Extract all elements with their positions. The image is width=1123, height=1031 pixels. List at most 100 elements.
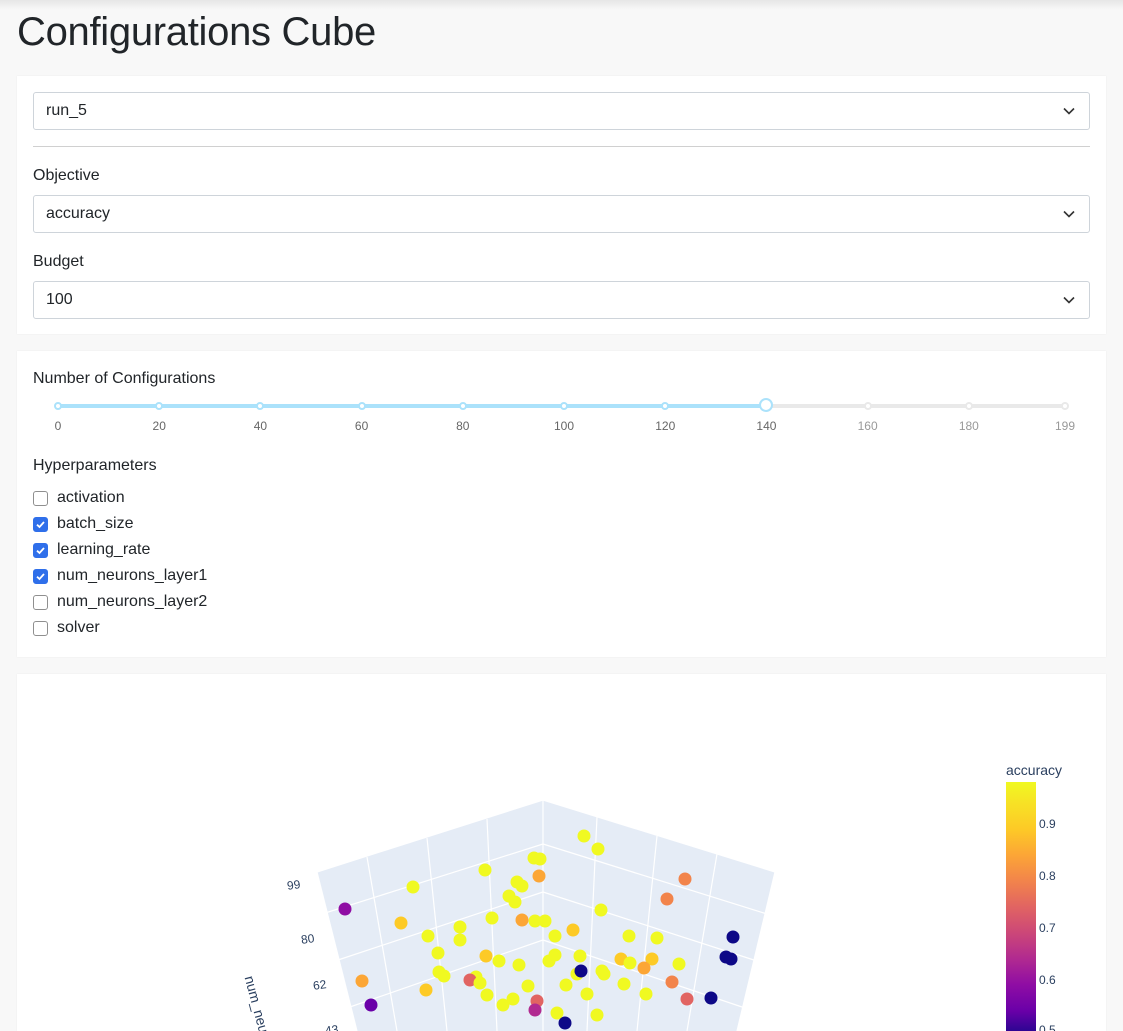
scatter-point [453,920,467,934]
scatter-point [437,969,451,983]
checkbox-learning-rate[interactable] [33,543,48,558]
checkbox-activation[interactable] [33,491,48,506]
gridline [542,799,776,873]
3d-scatter-plot[interactable] [17,674,1106,1031]
scatter-point [421,929,435,943]
slider-dot[interactable] [54,402,62,410]
gridline [636,835,658,1031]
scatter-point [650,931,664,945]
gridline [542,843,768,915]
slider-dot[interactable] [357,402,366,410]
colorbar-tick: 0.7 [1039,921,1056,935]
scatter-point [355,974,369,988]
slider-mark-label: 60 [354,419,369,433]
gridline [486,818,498,1031]
slider-dot[interactable] [458,402,467,410]
slider-mark-label: 100 [554,419,575,433]
gridline [316,871,358,1031]
scatter-point [496,998,510,1012]
axis-tick: 62 [312,977,328,993]
slider-dot[interactable] [661,402,670,410]
slider-dot[interactable] [863,402,872,410]
scatter-point [364,998,378,1012]
run-select[interactable]: run_5 [33,92,1090,130]
scatter-point [594,903,608,917]
checkbox-label: activation [57,489,125,506]
objective-select-value: accuracy [46,205,111,222]
scatter-point [515,913,529,927]
scatter-point [597,967,611,981]
scatter-point [726,930,740,944]
scatter-point [431,946,445,960]
plot-points [338,829,740,1030]
scatter-point [672,957,686,971]
scatter-point [512,958,526,972]
slider-dot[interactable] [1061,402,1069,410]
slider-label: Number of Configurations [33,370,216,387]
slider-dot[interactable] [155,402,164,410]
chevron-down-icon [1063,296,1075,304]
axis-tick: 99 [286,877,302,893]
page-title: Configurations Cube [17,10,376,54]
slider-dot[interactable] [560,402,569,410]
scatter-point [566,923,580,937]
checkbox-batch-size[interactable] [33,517,48,532]
scatter-point [550,1006,564,1020]
scatter-point [558,1016,572,1030]
scatter-point [548,929,562,943]
checkbox-label: num_neurons_layer1 [57,567,208,584]
plot-gridlines [316,799,776,1031]
scatter-point [617,977,631,991]
scatter-point [559,978,573,992]
slider-dot[interactable] [256,402,265,410]
checkbox-num-neurons-layer2[interactable] [33,595,48,610]
checkbox-label: solver [57,619,100,636]
scatter-point [338,902,352,916]
scatter-point [548,948,562,962]
slider-mark-label: 160 [857,419,878,433]
checkbox-label: learning_rate [57,541,151,558]
top-shadow [0,0,1123,10]
scatter-point [665,975,679,989]
colorbar-tick: 0.8 [1039,869,1056,883]
objective-select[interactable]: accuracy [33,195,1090,233]
scatter-point [591,842,605,856]
budget-select-value: 100 [46,291,73,308]
scatter-point [533,852,547,866]
slider-handle[interactable] [759,398,774,412]
slider-mark-label: 199 [1054,419,1076,433]
checkmark-icon [36,573,45,581]
scatter-point [660,892,674,906]
scatter-point [528,914,542,928]
scatter-point [645,952,659,966]
checkbox-solver[interactable] [33,621,48,636]
checkmark-icon [36,547,45,555]
scatter-point [623,956,637,970]
gridline [736,871,776,1031]
slider-mark-label: 120 [655,419,676,433]
scatter-point [478,863,492,877]
scatter-point [532,869,546,883]
checkbox-num-neurons-layer1[interactable] [33,569,48,584]
scatter-point [574,964,588,978]
scatter-point [453,933,467,947]
scatter-point [492,954,506,968]
gridline [366,856,398,1031]
slider-track[interactable] [58,404,766,408]
scatter-point [590,1008,604,1022]
slider-mark-label: 40 [253,419,268,433]
scatter-point [678,872,692,886]
scatter-point [528,1003,542,1017]
budget-select[interactable]: 100 [33,281,1090,319]
scatter-point [463,973,477,987]
colorbar-tick: 0.6 [1039,973,1056,987]
scatter-point [394,916,408,930]
scatter-point [580,987,594,1001]
axis-tick: 43 [324,1022,340,1031]
colorbar-tick: 0.5 [1039,1023,1056,1031]
colorbar-title: accuracy [1006,762,1063,778]
slider-mark-label: 180 [958,419,979,433]
scatter-point [406,880,420,894]
scatter-point [521,979,535,993]
slider-dot[interactable] [964,402,973,410]
